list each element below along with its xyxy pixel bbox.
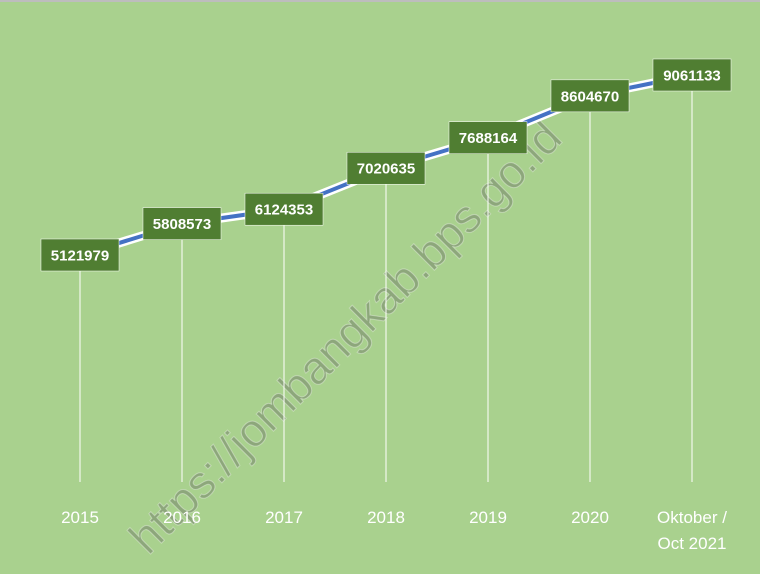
data-label-text: 5121979 xyxy=(51,248,109,265)
data-label-text: 6124353 xyxy=(255,202,313,219)
data-label: 8604670 xyxy=(550,79,630,113)
data-label-box xyxy=(550,79,630,113)
data-label-box xyxy=(40,238,120,272)
data-label-text: 5808573 xyxy=(153,216,211,233)
data-label-text: 7688164 xyxy=(459,130,518,147)
data-label-box xyxy=(244,192,324,226)
x-tick-label: 2019 xyxy=(469,508,507,527)
x-tick-label: 2017 xyxy=(265,508,303,527)
data-label-box xyxy=(346,151,426,185)
x-tick-label: 2015 xyxy=(61,508,99,527)
x-tick-label: 2020 xyxy=(571,508,609,527)
data-label-text: 8604670 xyxy=(561,88,619,105)
x-tick-label: Oktober / Oct 2021 xyxy=(657,508,727,553)
data-label: 5808573 xyxy=(142,207,222,240)
data-label: 7688164 xyxy=(448,121,528,154)
data-label: 5121979 xyxy=(40,238,120,272)
data-label: 9061133 xyxy=(652,58,732,92)
data-label: 7020635 xyxy=(346,151,426,185)
x-tick-label: 2016 xyxy=(163,508,201,527)
data-label: 6124353 xyxy=(244,192,324,226)
data-label-box xyxy=(448,121,528,154)
data-label-box xyxy=(142,207,222,240)
data-label-box xyxy=(652,58,732,92)
data-label-text: 9061133 xyxy=(663,68,721,85)
data-label-text: 7020635 xyxy=(357,161,415,178)
x-tick-label: 2018 xyxy=(367,508,405,527)
